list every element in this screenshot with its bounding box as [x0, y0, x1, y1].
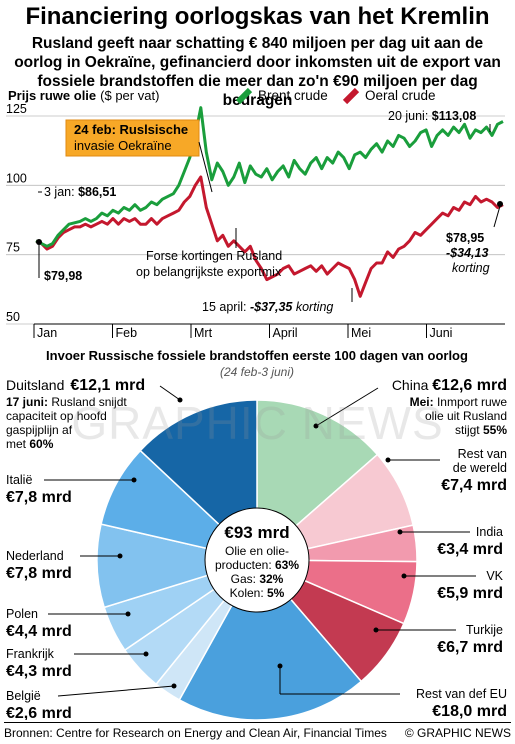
x-tick-label: Mrt: [194, 326, 213, 340]
svg-text:België: België: [6, 689, 41, 703]
pie-title: Invoer Russische fossiele brandstoffen e…: [46, 348, 468, 363]
x-tick-label: April: [273, 326, 298, 340]
series-line-brent-crude: [35, 106, 504, 248]
svg-text:capaciteit op hoofd: capaciteit op hoofd: [6, 409, 107, 423]
ann-jan3: 3 jan: $86,51: [44, 185, 116, 199]
x-tick-label: Mei: [351, 326, 371, 340]
y-tick-label: 125: [6, 102, 27, 116]
svg-text:Polen: Polen: [6, 607, 38, 621]
label-rest-wereld: Rest van de wereld €7,4 mrd: [385, 447, 507, 494]
label-polen: Polen €4,4 mrd: [6, 607, 131, 640]
pie-total: €93 mrd: [224, 523, 289, 542]
svg-text:€4,4 mrd: €4,4 mrd: [6, 623, 72, 640]
ann-april: 15 april: -$37,35 korting: [202, 300, 333, 314]
legend-oeral-label: Oeral crude: [365, 88, 436, 103]
oil-price-chart: 125 100 75 50 Jan Feb Mrt April Mei Juni Prijs r…: [6, 87, 505, 340]
x-tick-label: Feb: [116, 326, 138, 340]
pie-subtitle: (24 feb-3 juni): [220, 365, 294, 379]
ann-kortingen-1: Forse kortingen Rusland: [146, 249, 282, 263]
svg-text:gaspijplijn af: gaspijplijn af: [6, 423, 73, 437]
label-belgie: België €2,6 mrd: [6, 683, 177, 720]
svg-text:€5,9 mrd: €5,9 mrd: [437, 585, 503, 602]
ann-invasion-box: 24 feb: Ruslsische invasie Oekraïne: [65, 119, 213, 193]
svg-text:Rest van def EU: Rest van def EU: [416, 687, 507, 701]
label-vk: VK €5,9 mrd: [401, 569, 504, 602]
svg-text:Frankrijk: Frankrijk: [6, 647, 55, 661]
footer-sources: Bronnen: Centre for Research on Energy a…: [4, 726, 387, 740]
imports-pie-chart: Invoer Russische fossiele brandstoffen e…: [6, 348, 508, 720]
y-tick-label: 100: [6, 171, 27, 185]
y-tick-label: 75: [6, 241, 20, 255]
footer-rule: [4, 722, 511, 723]
footer-copyright: © GRAPHIC NEWS: [404, 726, 511, 740]
svg-text:€3,4 mrd: €3,4 mrd: [437, 541, 503, 558]
pie-slice-rest-van-def-eu: [178, 558, 363, 720]
pie-center-l3: Gas: 32%: [231, 572, 284, 586]
svg-text:met 60%: met 60%: [6, 437, 54, 451]
page-subtitle: Rusland geeft naar schatting € 840 miljo…: [14, 35, 501, 109]
svg-text:€7,8 mrd: €7,8 mrd: [6, 565, 72, 582]
legend-oeral-swatch: [342, 87, 360, 105]
x-tick-label: Juni: [430, 326, 453, 340]
ann-end-korting: korting: [452, 261, 490, 275]
svg-text:Rest van: Rest van: [458, 447, 507, 461]
svg-text:Mei: Inmport ruwe: Mei: Inmport ruwe: [410, 395, 508, 409]
legend-brent-label: Brent crude: [258, 88, 328, 103]
svg-text:€7,4 mrd: €7,4 mrd: [441, 477, 507, 494]
svg-text:China €12,6 mrd: China €12,6 mrd: [392, 377, 507, 394]
svg-text:17 juni: Rusland snijdt: 17 juni: Rusland snijdt: [6, 395, 127, 409]
pie-center-l2: producten: 63%: [215, 558, 299, 572]
label-india: India €3,4 mrd: [397, 525, 503, 558]
svg-text:invasie Oekraïne: invasie Oekraïne: [74, 138, 172, 153]
series-line-oeral-crude: [35, 175, 504, 298]
ann-start: $79,98: [44, 269, 82, 283]
svg-text:Duitsland€12,1 mrd: Duitsland €12,1 mrd: [6, 377, 145, 394]
svg-text:de wereld: de wereld: [453, 461, 507, 475]
ann-kortingen-2: op belangrijkste exportmix: [136, 265, 282, 279]
label-duitsland: Duitsland €12,1 mrd 17 juni: Rusland snij…: [6, 377, 183, 451]
svg-text:€7,8 mrd: €7,8 mrd: [6, 489, 72, 506]
label-china: China €12,6 mrd Mei: Inmport ruwe olie u…: [313, 377, 508, 437]
x-tick-label: Jan: [37, 326, 57, 340]
label-italie: Italië €7,8 mrd: [6, 473, 137, 506]
svg-text:24 feb: Ruslsische: 24 feb: Ruslsische: [74, 122, 188, 137]
ann-june20: 20 juni: $113,08: [388, 109, 476, 123]
ann-end-value: $78,95: [446, 231, 484, 245]
y-tick-label: 50: [6, 310, 20, 324]
watermark: GRAPHIC NEWS: [71, 397, 444, 449]
pie-center: [204, 507, 310, 613]
svg-text:€2,6 mrd: €2,6 mrd: [6, 705, 72, 720]
label-turkije: Turkije €6,7 mrd: [373, 623, 503, 656]
svg-text:€6,7 mrd: €6,7 mrd: [437, 639, 503, 656]
label-frankrijk: Frankrijk €4,3 mrd: [6, 647, 149, 680]
page-title: Financiering oorlogskas van het Kremlin: [25, 3, 490, 30]
svg-text:stijgt 55%: stijgt 55%: [455, 423, 507, 437]
ann-end-discount: -$34,13: [446, 246, 488, 260]
svg-text:olie uit Rusland: olie uit Rusland: [425, 409, 507, 423]
svg-text:€18,0 mrd: €18,0 mrd: [432, 703, 507, 720]
label-nederland: Nederland €7,8 mrd: [6, 549, 123, 582]
pie-center-l1: Olie en olie-: [225, 544, 289, 558]
svg-text:Nederland: Nederland: [6, 549, 64, 563]
svg-text:€4,3 mrd: €4,3 mrd: [6, 663, 72, 680]
svg-text:India: India: [476, 525, 503, 539]
svg-text:Turkije: Turkije: [466, 623, 503, 637]
pie-center-l4: Kolen: 5%: [230, 586, 285, 600]
legend-brent-swatch: [235, 87, 253, 105]
label-rest-eu: Rest van def EU €18,0 mrd: [277, 663, 507, 720]
axis-title: Prijs ruwe olie ($ per vat): [8, 88, 159, 103]
svg-text:VK: VK: [486, 569, 503, 583]
svg-text:Italië: Italië: [6, 473, 32, 487]
